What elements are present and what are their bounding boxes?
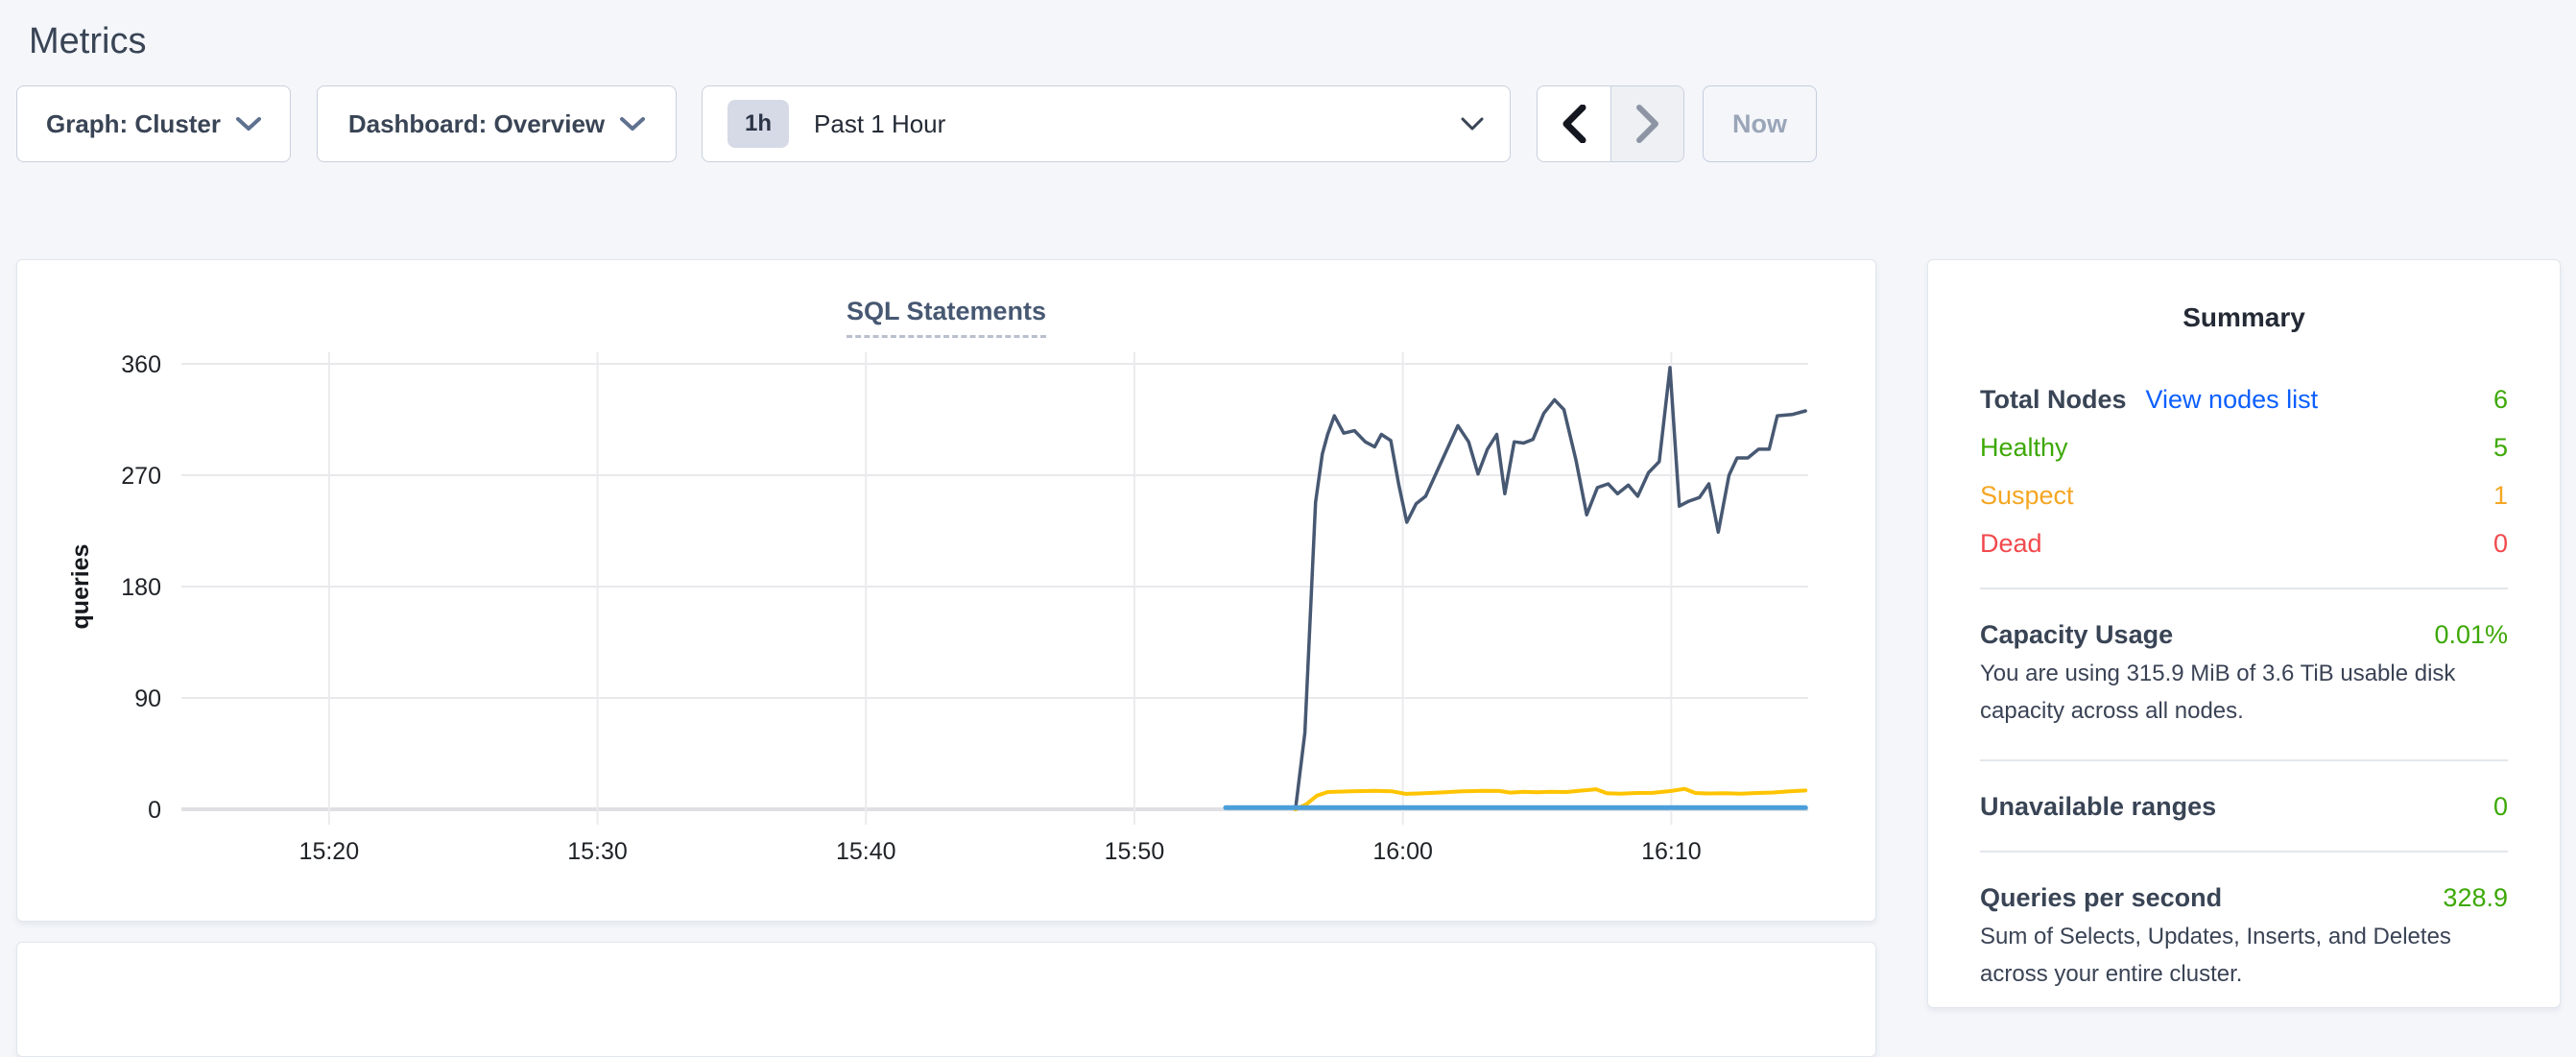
time-range-selector[interactable]: 1h Past 1 Hour bbox=[702, 85, 1511, 162]
time-range-label: Past 1 Hour bbox=[814, 108, 946, 138]
dead-label: Dead bbox=[1980, 529, 2042, 558]
capacity-usage-description: You are using 315.9 MiB of 3.6 TiB usabl… bbox=[1980, 661, 2456, 724]
total-nodes-row: Total Nodes View nodes list 6 bbox=[1980, 385, 2508, 415]
chevron-down-icon bbox=[236, 116, 262, 131]
capacity-usage-row: Capacity Usage 0.01% bbox=[1980, 620, 2508, 650]
chart-title[interactable]: SQL Statements bbox=[846, 297, 1047, 338]
y-axis-tick-label: 270 bbox=[121, 463, 161, 490]
dead-value: 0 bbox=[2493, 529, 2508, 558]
x-axis-tick-label: 16:10 bbox=[1641, 838, 1702, 865]
suspect-value: 1 bbox=[2493, 481, 2508, 510]
queries-per-second-row: Queries per second 328.9 bbox=[1980, 883, 2508, 913]
healthy-value: 5 bbox=[2493, 433, 2508, 462]
x-axis-tick-label: 16:00 bbox=[1372, 838, 1433, 865]
previous-time-button[interactable] bbox=[1538, 86, 1610, 161]
summary-title: Summary bbox=[2182, 302, 2305, 332]
healthy-nodes-row: Healthy 5 bbox=[1980, 433, 2508, 463]
x-axis-tick-label: 15:50 bbox=[1105, 838, 1165, 865]
view-nodes-list-link[interactable]: View nodes list bbox=[2145, 385, 2319, 414]
capacity-usage-label: Capacity Usage bbox=[1980, 620, 2174, 649]
divider bbox=[1980, 758, 2508, 761]
next-time-button[interactable] bbox=[1610, 86, 1683, 161]
divider bbox=[1980, 850, 2508, 853]
sql-statements-chart[interactable]: 0 90 180 270 360 15:20 15:30 15:40 15:50 16:00 16:… bbox=[17, 260, 1877, 923]
time-step-buttons bbox=[1537, 85, 1684, 162]
suspect-nodes-row: Suspect 1 bbox=[1980, 481, 2508, 511]
queries-per-second-description: Sum of Selects, Updates, Inserts, and De… bbox=[1980, 923, 2451, 987]
chart-title-wrap: SQL Statements bbox=[17, 297, 1875, 338]
page-title: Metrics bbox=[29, 21, 147, 62]
unavailable-ranges-row: Unavailable ranges 0 bbox=[1980, 792, 2508, 822]
chevron-left-icon bbox=[1562, 105, 1586, 143]
x-axis-tick-label: 15:40 bbox=[836, 838, 896, 865]
time-range-badge: 1h bbox=[727, 100, 790, 148]
queries-per-second-value: 328.9 bbox=[2443, 882, 2508, 912]
x-axis-tick-label: 15:30 bbox=[567, 838, 628, 865]
dashboard-label: Dashboard: Overview bbox=[347, 108, 606, 138]
unavailable-ranges-value: 0 bbox=[2493, 791, 2508, 821]
now-button[interactable]: Now bbox=[1703, 85, 1817, 162]
chevron-down-icon bbox=[1461, 117, 1484, 130]
graph-scope-label: Graph: Cluster bbox=[45, 108, 222, 138]
dashboard-dropdown[interactable]: Dashboard: Overview bbox=[317, 85, 677, 162]
y-axis-tick-label: 90 bbox=[134, 685, 161, 712]
metrics-toolbar: Graph: Cluster Dashboard: Overview 1h Pa… bbox=[16, 85, 1817, 162]
y-axis-tick-label: 360 bbox=[121, 351, 161, 378]
y-axis-tick-label: 180 bbox=[121, 574, 161, 601]
sql-statements-chart-card: SQL Statements 0 90 180 270 360 15:20 15:30 15:… bbox=[16, 259, 1876, 922]
x-axis-tick-label: 15:20 bbox=[299, 838, 360, 865]
chevron-down-icon bbox=[620, 116, 646, 131]
y-axis-tick-label: 0 bbox=[148, 797, 161, 824]
healthy-label: Healthy bbox=[1980, 433, 2068, 462]
y-axis-label: queries bbox=[67, 544, 94, 630]
summary-panel: Summary Total Nodes View nodes list 6 He… bbox=[1927, 259, 2561, 1008]
capacity-usage-value: 0.01% bbox=[2434, 620, 2508, 649]
series-updates-inserts-deletes bbox=[1293, 786, 1808, 811]
total-nodes-value: 6 bbox=[2493, 385, 2508, 414]
chevron-right-icon bbox=[1635, 105, 1658, 143]
next-chart-card bbox=[16, 942, 1876, 1057]
unavailable-ranges-label: Unavailable ranges bbox=[1980, 791, 2217, 821]
suspect-label: Suspect bbox=[1980, 481, 2074, 510]
divider bbox=[1980, 588, 2508, 589]
dead-nodes-row: Dead 0 bbox=[1980, 529, 2508, 559]
graph-scope-dropdown[interactable]: Graph: Cluster bbox=[16, 85, 291, 162]
series-selects bbox=[1294, 366, 1807, 811]
queries-per-second-label: Queries per second bbox=[1980, 882, 2223, 912]
total-nodes-label: Total Nodes bbox=[1980, 385, 2127, 414]
